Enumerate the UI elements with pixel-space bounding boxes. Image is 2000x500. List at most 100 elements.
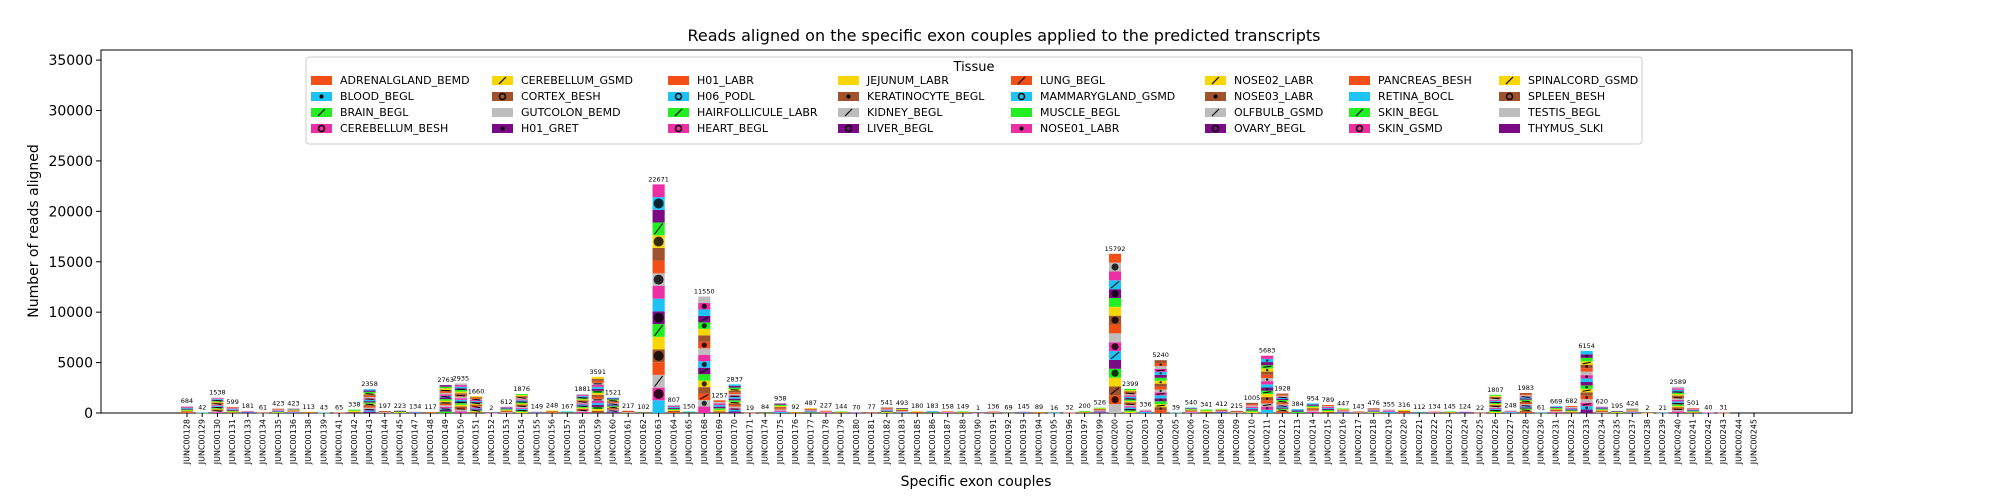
bar-segment-pattern — [699, 368, 709, 374]
x-tick-label: JUNC00245 — [1750, 419, 1759, 465]
x-tick-label: JUNC00165 — [685, 419, 694, 465]
bar-stack — [530, 411, 543, 413]
bar-segment — [211, 409, 224, 411]
bar-segment — [211, 402, 224, 404]
bar-segment — [1580, 392, 1593, 396]
bar-value-label: 2 — [1645, 404, 1649, 412]
legend-entry: RETINA_BOCL — [1349, 90, 1455, 103]
bar-value-label: 1881 — [574, 385, 591, 393]
bar-segment-pattern — [701, 342, 707, 348]
bar-segment — [454, 391, 467, 394]
bar-segment — [180, 406, 194, 408]
bar-segment — [606, 411, 620, 413]
x-tick-label: JUNC00183 — [898, 419, 907, 465]
bar-segment — [1580, 371, 1593, 376]
bar-segment — [1276, 397, 1289, 399]
bar-segment — [500, 411, 513, 413]
y-tick-label: 10000 — [48, 305, 93, 321]
bar-segment-pattern — [471, 409, 481, 412]
bar-segment — [819, 411, 833, 413]
bar-segment — [576, 410, 589, 412]
x-tick-label: JUNC00131 — [228, 419, 237, 465]
legend-entry: GUTCOLON_BEMD — [492, 106, 621, 119]
legend-swatch — [1499, 92, 1520, 101]
y-tick-label: 15000 — [48, 255, 93, 271]
bar-segment-pattern — [1278, 409, 1287, 412]
bar-segment-pattern — [1673, 391, 1683, 393]
bar-stack — [789, 412, 802, 414]
bar-stack — [439, 385, 452, 413]
bar-segment — [1610, 411, 1624, 413]
bar-value-label: 15792 — [1105, 245, 1126, 253]
x-tick-label: JUNC00150 — [456, 419, 465, 465]
x-axis-label: Specific exon couples — [901, 474, 1052, 490]
bar-segment-pattern — [517, 400, 526, 403]
legend-label: HEART_BEGL — [697, 122, 769, 135]
bar-value-label: 19 — [746, 404, 754, 412]
bar-stack — [1337, 408, 1350, 413]
bar-segment — [591, 404, 604, 407]
x-tick-label: JUNC00153 — [502, 419, 511, 465]
legend-swatch — [1349, 92, 1370, 101]
bar-segment — [667, 407, 680, 409]
bar-stack — [865, 412, 878, 414]
bar-segment-pattern — [365, 393, 374, 395]
legend-swatch-pattern — [498, 76, 507, 85]
bar-segment — [500, 412, 513, 413]
bar-segment — [1124, 400, 1137, 403]
bar-segment-pattern — [1582, 361, 1591, 365]
bar-stack — [272, 408, 285, 413]
bar-segment — [515, 411, 528, 413]
bar-segment — [1093, 407, 1106, 409]
bar-stack — [1276, 393, 1289, 413]
y-tick-label: 25000 — [48, 154, 93, 170]
legend-entry: SKIN_BEGL — [1349, 106, 1439, 119]
bar-segment — [1124, 411, 1137, 413]
bar-segment — [454, 399, 467, 402]
legend-swatch-pattern — [1213, 94, 1218, 99]
bar-segment — [1276, 394, 1289, 396]
legend-swatch — [838, 124, 859, 133]
bar-segment — [1550, 406, 1563, 408]
bar-segment — [1489, 406, 1502, 408]
bar-segment — [454, 389, 467, 392]
bar-segment — [1337, 410, 1350, 411]
bar-segment — [515, 396, 528, 398]
bar-value-label: 134 — [409, 403, 421, 411]
bar-segment — [1306, 404, 1319, 406]
bar-stack — [956, 411, 969, 413]
bar-segment — [1093, 408, 1106, 410]
bar-segment — [591, 402, 604, 405]
bar-segment — [1626, 409, 1639, 410]
bar-segment — [880, 409, 893, 411]
bar-segment — [515, 395, 528, 397]
bar-segment — [774, 411, 787, 413]
bar-segment — [652, 184, 665, 198]
bar-segment — [226, 409, 239, 411]
bar-segment — [363, 405, 376, 407]
bar-segment-pattern — [1521, 404, 1530, 407]
bar-segment — [1200, 410, 1213, 412]
bar-segment-pattern — [1673, 402, 1683, 405]
bar-segment — [393, 411, 407, 413]
bar-segment-pattern — [1110, 351, 1120, 360]
bar-segment — [1124, 410, 1137, 412]
bar-segment — [1245, 404, 1259, 406]
bar-segment — [1550, 407, 1563, 408]
bar-segment — [1519, 399, 1532, 401]
bar-stack — [1306, 403, 1319, 413]
x-tick-label: JUNC00237 — [1628, 419, 1637, 465]
bar-value-label: 197 — [379, 402, 391, 410]
bar-segment-pattern — [654, 324, 664, 337]
bar-segment — [1489, 408, 1502, 410]
x-tick-label: JUNC00174 — [761, 419, 770, 465]
bar-segment — [1261, 384, 1274, 388]
bar-stack — [1626, 408, 1639, 413]
legend-entry: KIDNEY_BEGL — [838, 106, 943, 119]
bar-segment — [226, 411, 239, 413]
bar-value-label: 145 — [1444, 403, 1456, 411]
bar-segment — [1200, 409, 1213, 411]
bar-segment — [439, 411, 452, 413]
bar-segment — [180, 407, 194, 409]
